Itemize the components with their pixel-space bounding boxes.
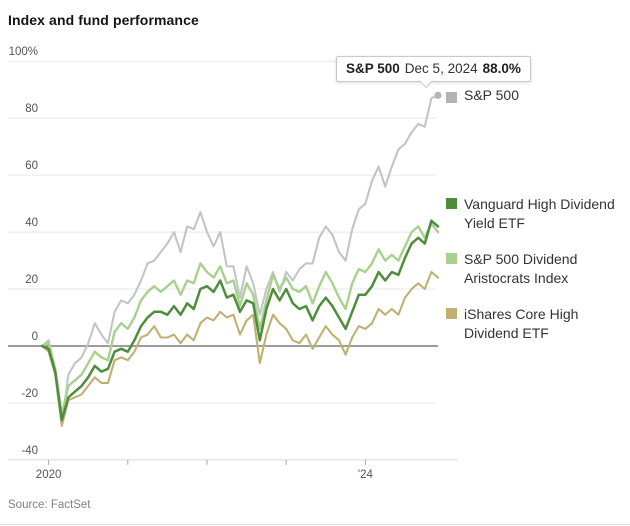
y-tick-label: 20 <box>25 274 38 287</box>
y-tick-label: 100% <box>8 46 38 59</box>
series-line-s-p-500-dividend-aristocrats-index <box>40 222 440 416</box>
y-tick-label: 40 <box>25 217 38 230</box>
series-line-s-p-500 <box>40 94 440 427</box>
y-tick-label: 80 <box>25 103 38 116</box>
source-note: Source: FactSet <box>8 499 91 511</box>
series-lines <box>40 94 440 427</box>
chart-title: Index and fund performance <box>8 12 199 28</box>
series-line-ishares-core-high-dividend-etf <box>40 270 440 427</box>
legend: Vanguard High Dividend Yield ETF S&P 500 … <box>446 195 626 360</box>
tooltip-date: Dec 5, 2024 <box>404 61 478 76</box>
legend-swatch-icon <box>446 91 457 103</box>
legend-entry: S&P 500 Dividend Aristocrats Index <box>446 250 626 288</box>
tooltip-series: S&P 500 <box>346 61 400 76</box>
tooltip-value: 88.0% <box>482 61 521 76</box>
x-tick-label: 2020 <box>35 468 62 481</box>
legend-label: iShares Core High Dividend ETF <box>464 306 579 341</box>
legend-swatch-icon <box>446 308 457 319</box>
legend-label: S&P 500 Dividend Aristocrats Index <box>464 251 578 286</box>
legend-label: Vanguard High Dividend Yield ETF <box>464 196 615 231</box>
legend-entry: Vanguard High Dividend Yield ETF <box>446 195 626 233</box>
y-tick-label: -40 <box>21 444 38 457</box>
series-line-vanguard-high-dividend-yield-etf <box>40 219 440 422</box>
y-tick-label: 60 <box>25 160 38 173</box>
legend-entry-sp500: S&P 500 <box>446 86 519 105</box>
y-tick-label: -20 <box>21 387 38 400</box>
gridlines <box>8 60 457 461</box>
legend-label: S&P 500 <box>464 87 520 103</box>
series-end-dot <box>434 91 442 99</box>
tooltip: S&P 500 Dec 5, 2024 88.0% <box>336 56 531 89</box>
legend-swatch-icon <box>446 198 457 209</box>
legend-entry: iShares Core High Dividend ETF <box>446 305 626 343</box>
highlight-dot-icon <box>434 91 442 99</box>
legend-swatch-icon <box>446 253 457 264</box>
x-tick-label: '24 <box>357 468 373 481</box>
bottom-divider <box>0 524 630 525</box>
y-tick-label: 0 <box>31 331 38 343</box>
axis-ticks <box>48 459 366 465</box>
